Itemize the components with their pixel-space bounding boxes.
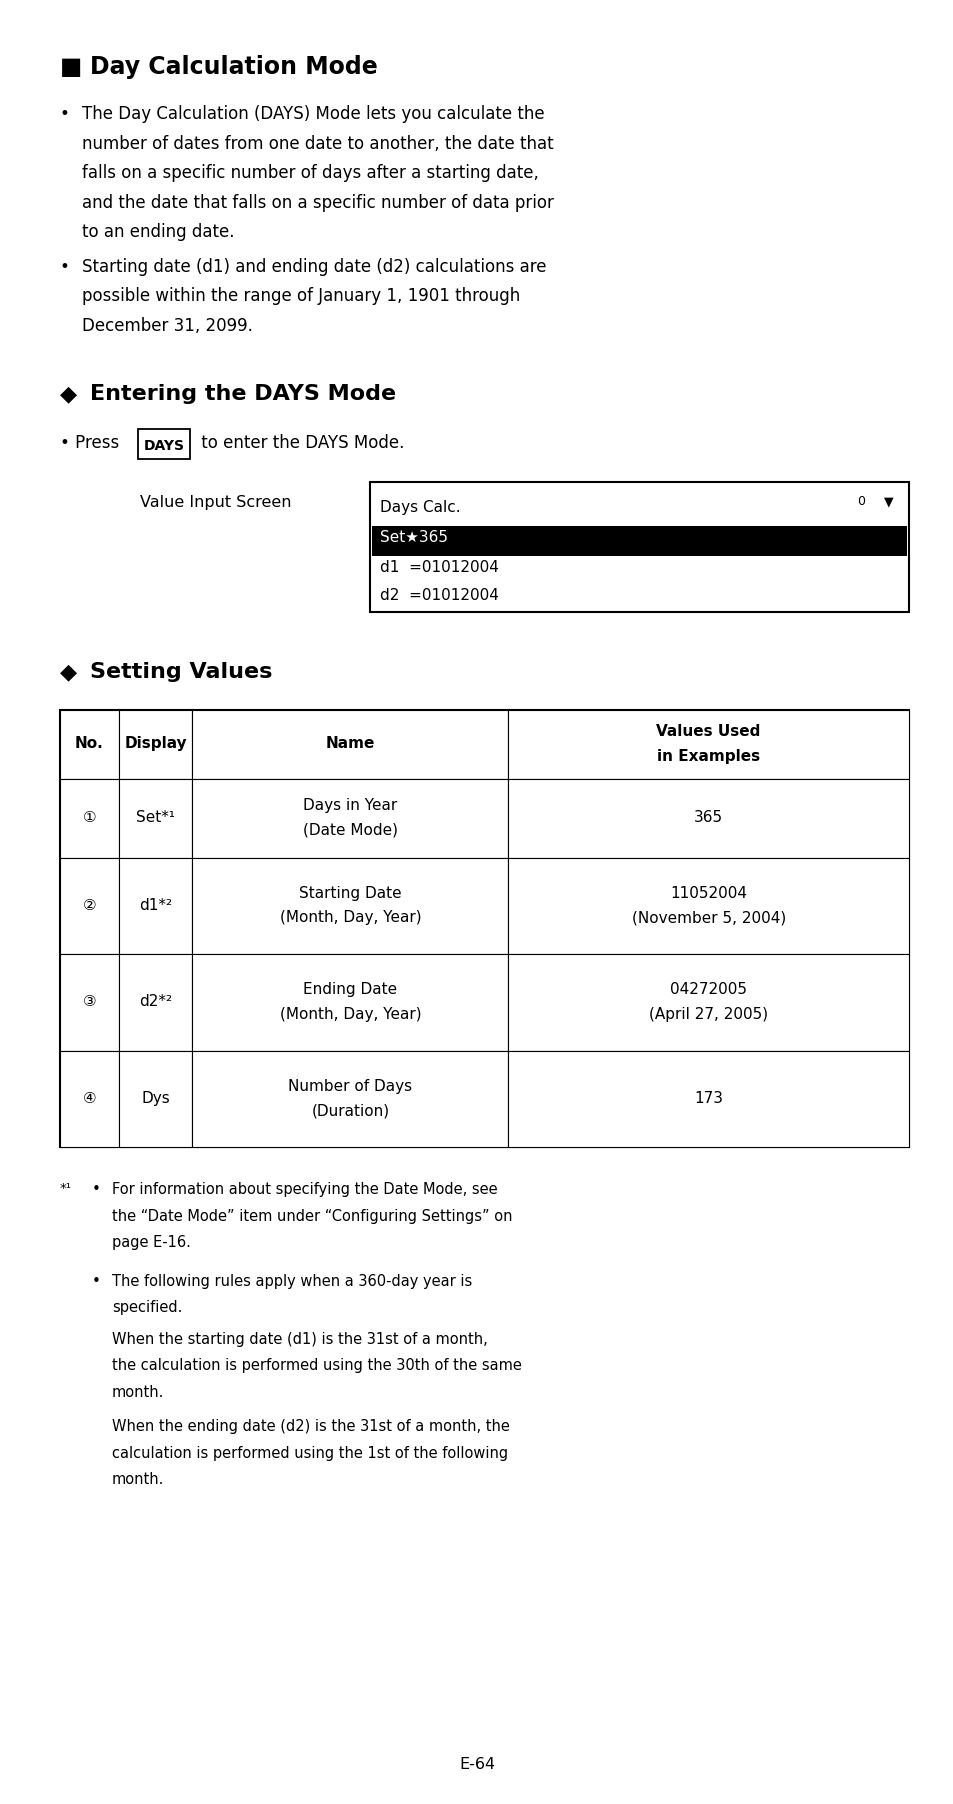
Bar [193, 859, 508, 954]
Text: When the ending date (d2) is the 31st of a month, the: When the ending date (d2) is the 31st of… [112, 1420, 509, 1434]
Bar [118, 1052, 193, 1147]
Text: the “Date Mode” item under “Configuring Settings” on: the “Date Mode” item under “Configuring … [112, 1209, 512, 1223]
Text: ①: ① [82, 810, 96, 826]
Text: •: • [60, 105, 70, 123]
Text: *¹: *¹ [60, 1182, 71, 1196]
Text: Values Used: Values Used [656, 723, 760, 740]
Text: Starting Date: Starting Date [298, 886, 401, 900]
Text: 0: 0 [856, 494, 864, 509]
Text: Setting Values: Setting Values [90, 662, 273, 682]
Text: specified.: specified. [112, 1301, 182, 1315]
Text: month.: month. [112, 1472, 164, 1488]
Text: Entering the DAYS Mode: Entering the DAYS Mode [90, 384, 395, 404]
Text: the calculation is performed using the 30th of the same: the calculation is performed using the 3… [112, 1358, 521, 1373]
Bar [118, 859, 193, 954]
Bar [60, 954, 118, 1052]
Text: •: • [91, 1274, 101, 1290]
Text: to an ending date.: to an ending date. [82, 224, 234, 242]
Bar [60, 711, 908, 1147]
Bar [508, 779, 908, 859]
Text: Value Input Screen: Value Input Screen [140, 494, 292, 511]
Text: ◆: ◆ [60, 384, 77, 404]
Text: (Date Mode): (Date Mode) [302, 823, 397, 837]
Text: 365: 365 [694, 810, 722, 826]
Bar [193, 1052, 508, 1147]
Bar [138, 429, 190, 458]
Text: Dys: Dys [141, 1091, 170, 1106]
Text: and the date that falls on a specific number of data prior: and the date that falls on a specific nu… [82, 193, 554, 211]
Text: 173: 173 [694, 1091, 722, 1106]
Text: Day Calculation Mode: Day Calculation Mode [90, 54, 377, 79]
Text: ④: ④ [82, 1091, 96, 1106]
Text: Set*¹: Set*¹ [136, 810, 174, 826]
Text: page E-16.: page E-16. [112, 1236, 191, 1250]
Bar [508, 954, 908, 1052]
Bar [508, 1052, 908, 1147]
Text: in Examples: in Examples [657, 749, 760, 763]
Text: calculation is performed using the 1st of the following: calculation is performed using the 1st o… [112, 1447, 508, 1461]
Bar [193, 779, 508, 859]
Text: Name: Name [325, 736, 375, 752]
Text: possible within the range of January 1, 1901 through: possible within the range of January 1, … [82, 287, 519, 305]
Bar [508, 859, 908, 954]
Text: •: • [91, 1182, 101, 1198]
Bar [193, 954, 508, 1052]
Text: Ending Date: Ending Date [303, 981, 397, 998]
Text: • Press: • Press [60, 435, 125, 453]
Text: E-64: E-64 [458, 1757, 495, 1772]
Text: d1  =01012004: d1 =01012004 [379, 559, 498, 575]
Text: 11052004: 11052004 [669, 886, 746, 900]
Text: (November 5, 2004): (November 5, 2004) [631, 911, 785, 925]
Text: Display: Display [124, 736, 187, 752]
Text: d1*²: d1*² [139, 898, 172, 913]
Text: Days in Year: Days in Year [303, 797, 397, 814]
Text: •: • [60, 258, 70, 276]
Text: Set★365: Set★365 [379, 530, 448, 545]
Bar [60, 779, 118, 859]
Text: (Month, Day, Year): (Month, Day, Year) [279, 911, 420, 925]
Bar [193, 711, 508, 779]
Bar [118, 954, 193, 1052]
Bar [60, 1052, 118, 1147]
Text: (Duration): (Duration) [311, 1104, 389, 1118]
Bar [60, 859, 118, 954]
Text: No.: No. [75, 736, 104, 752]
Text: ■: ■ [60, 54, 82, 79]
Text: falls on a specific number of days after a starting date,: falls on a specific number of days after… [82, 164, 538, 182]
Bar [60, 711, 118, 779]
Text: The following rules apply when a 360-day year is: The following rules apply when a 360-day… [112, 1274, 472, 1290]
Text: d2  =01012004: d2 =01012004 [379, 588, 498, 603]
Text: Starting date (d1) and ending date (d2) calculations are: Starting date (d1) and ending date (d2) … [82, 258, 546, 276]
Text: ③: ③ [82, 994, 96, 1010]
Text: (Month, Day, Year): (Month, Day, Year) [279, 1007, 420, 1021]
Text: ▼: ▼ [883, 494, 893, 509]
Text: ◆: ◆ [60, 662, 77, 682]
Text: month.: month. [112, 1385, 164, 1400]
Bar [370, 482, 908, 612]
Text: number of dates from one date to another, the date that: number of dates from one date to another… [82, 135, 553, 153]
Text: (April 27, 2005): (April 27, 2005) [648, 1007, 767, 1021]
Text: Number of Days: Number of Days [288, 1079, 412, 1093]
Bar [118, 779, 193, 859]
Text: d2*²: d2*² [139, 994, 172, 1010]
Text: 04272005: 04272005 [669, 981, 746, 998]
Text: DAYS: DAYS [143, 438, 184, 453]
Bar [372, 527, 906, 556]
Text: ②: ② [82, 898, 96, 913]
Bar [118, 711, 193, 779]
Text: When the starting date (d1) is the 31st of a month,: When the starting date (d1) is the 31st … [112, 1331, 487, 1348]
Text: Days Calc.: Days Calc. [379, 500, 460, 514]
Bar [508, 711, 908, 779]
Text: to enter the DAYS Mode.: to enter the DAYS Mode. [195, 435, 404, 453]
Text: The Day Calculation (DAYS) Mode lets you calculate the: The Day Calculation (DAYS) Mode lets you… [82, 105, 544, 123]
Text: December 31, 2099.: December 31, 2099. [82, 316, 253, 334]
Text: For information about specifying the Date Mode, see: For information about specifying the Dat… [112, 1182, 497, 1198]
